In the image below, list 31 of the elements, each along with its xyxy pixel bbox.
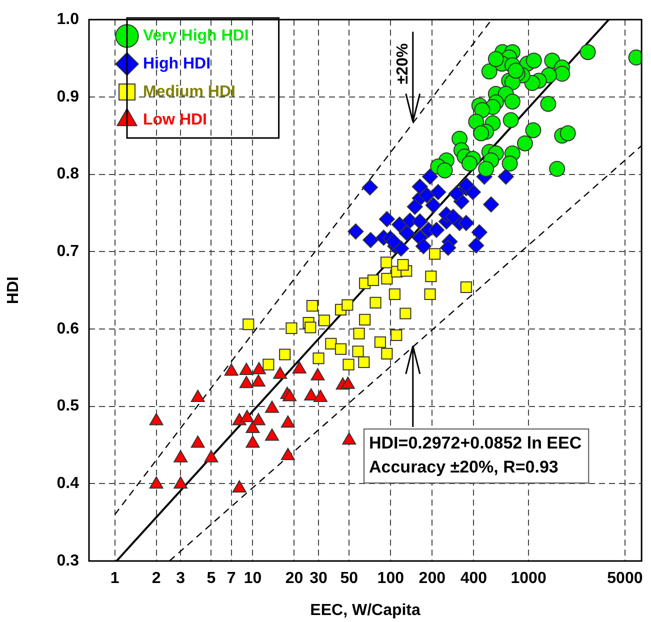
legend-label: High HDI <box>143 55 211 72</box>
y-axis-title: HDI <box>5 276 22 304</box>
x-tick-label: 400 <box>460 570 488 588</box>
y-tick-label: 0.9 <box>56 88 80 106</box>
x-tick-label: 5 <box>206 570 216 588</box>
y-tick-label: 0.7 <box>56 243 80 260</box>
y-tick-label: 0.8 <box>56 166 80 183</box>
annotation: Accuracy ±20%, R=0.93 <box>369 458 558 477</box>
x-tick-label: 1 <box>110 570 120 588</box>
x-tick-label: 10 <box>244 570 262 588</box>
x-tick-label: 1000 <box>510 570 546 588</box>
legend-label: Very High HDI <box>143 27 249 44</box>
x-tick-label: 20 <box>285 570 304 588</box>
legend-label: Low HDI <box>143 111 207 128</box>
x-axis-title: EEC, W/Capita <box>310 602 421 619</box>
legend-label: Medium HDI <box>143 83 236 100</box>
y-tick-label: 1.0 <box>56 11 80 28</box>
x-tick-label: 5000 <box>607 570 643 588</box>
annotation: HDI=0.2972+0.0852 ln EEC <box>369 434 582 453</box>
annotation: ±20% <box>394 43 412 84</box>
y-tick-label: 0.5 <box>56 398 80 415</box>
y-tick-label: 0.6 <box>56 320 80 338</box>
x-tick-label: 7 <box>226 570 236 588</box>
x-tick-label: 3 <box>176 570 186 588</box>
y-tick-label: 0.4 <box>56 475 80 492</box>
x-tick-label: 100 <box>377 570 404 588</box>
x-tick-label: 200 <box>418 570 446 588</box>
x-tick-label: 50 <box>340 570 358 588</box>
x-tick-label: 2 <box>152 570 161 588</box>
x-tick-label: 30 <box>310 570 328 588</box>
y-tick-label: 0.3 <box>56 552 80 570</box>
